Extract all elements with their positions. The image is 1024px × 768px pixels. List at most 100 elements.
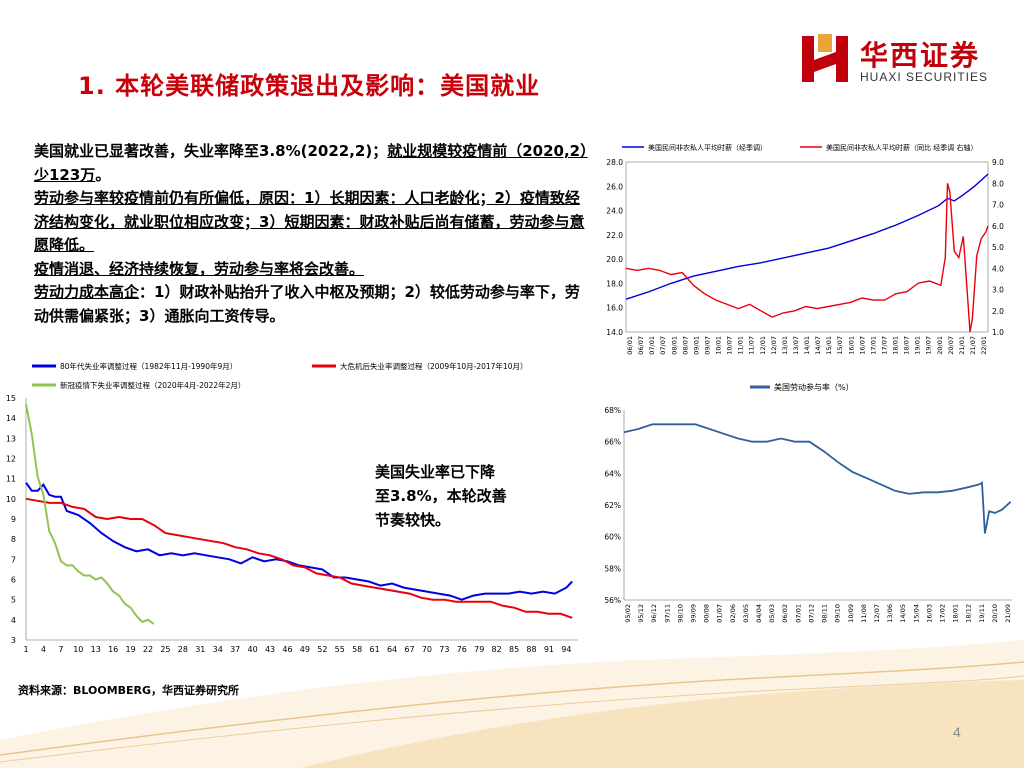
- x-tick-label: 10/07: [726, 336, 734, 355]
- x-tick-label: 07/07: [659, 336, 667, 355]
- x-tick-label: 96/12: [650, 604, 658, 623]
- x-tick-label: 02/06: [729, 604, 737, 623]
- y-left-tick-label: 20.0: [606, 255, 623, 264]
- x-tick-label: 31: [195, 645, 205, 654]
- x-tick-label: 22: [143, 645, 153, 654]
- x-tick-label: 40: [248, 645, 258, 654]
- x-tick-label: 13/01: [781, 336, 789, 355]
- y-tick-label: 60%: [604, 533, 621, 542]
- x-tick-label: 4: [41, 645, 46, 654]
- x-tick-label: 43: [265, 645, 275, 654]
- x-tick-label: 1: [23, 645, 28, 654]
- x-tick-label: 11/08: [860, 604, 868, 623]
- x-tick-label: 18/07: [903, 336, 911, 355]
- y-right-tick-label: 4.0: [992, 264, 1004, 273]
- summary-text: 美国就业已显著改善，失业率降至3.8%(2022,2)；就业规模较疫情前（202…: [34, 140, 589, 328]
- x-tick-label: 15/07: [836, 336, 844, 355]
- legend-label: 美国劳动参与率（%）: [774, 382, 854, 392]
- x-tick-label: 91: [544, 645, 554, 654]
- p1-part-c: 。: [95, 165, 111, 184]
- x-tick-label: 34: [213, 645, 223, 654]
- x-tick-label: 49: [300, 645, 310, 654]
- y-left-tick-label: 24.0: [606, 207, 623, 216]
- x-tick-label: 99/09: [690, 604, 698, 623]
- x-tick-label: 13/07: [792, 336, 800, 355]
- x-tick-label: 15/04: [912, 604, 920, 623]
- x-tick-label: 13: [91, 645, 101, 654]
- y-right-tick-label: 6.0: [992, 222, 1004, 231]
- series-line-earnings-yoy: [625, 183, 989, 333]
- y-tick-label: 12: [6, 455, 16, 464]
- y-tick-label: 10: [6, 495, 16, 504]
- page-number: 4: [953, 724, 961, 740]
- y-right-tick-label: 1.0: [992, 328, 1004, 337]
- annotation-line-2: 至3.8%，本轮改善: [375, 487, 507, 505]
- x-tick-label: 73: [439, 645, 449, 654]
- x-tick-label: 12/07: [770, 336, 778, 355]
- x-tick-label: 21/09: [1004, 604, 1012, 623]
- x-tick-label: 06/07: [637, 336, 645, 355]
- x-tick-label: 7: [58, 645, 63, 654]
- x-tick-label: 09/01: [692, 336, 700, 355]
- x-tick-label: 37: [230, 645, 240, 654]
- y-right-tick-label: 9.0: [992, 158, 1004, 167]
- y-tick-label: 14: [6, 414, 16, 423]
- x-tick-label: 15/01: [825, 336, 833, 355]
- x-tick-label: 11/07: [748, 336, 756, 355]
- x-tick-label: 17/02: [938, 604, 946, 623]
- y-right-tick-label: 8.0: [992, 179, 1004, 188]
- y-right-tick-label: 2.0: [992, 307, 1004, 316]
- x-tick-label: 52: [317, 645, 327, 654]
- y-left-tick-label: 16.0: [606, 304, 623, 313]
- x-tick-label: 55: [335, 645, 345, 654]
- x-tick-label: 16/01: [847, 336, 855, 355]
- y-tick-label: 13: [6, 434, 16, 443]
- x-tick-label: 04/04: [755, 604, 763, 623]
- x-tick-label: 98/10: [676, 604, 684, 623]
- x-tick-label: 20/07: [947, 336, 955, 355]
- y-left-tick-label: 26.0: [606, 182, 623, 191]
- lfpr-chart-svg: 美国劳动参与率（%） 68% 66% 64% 62% 60% 58% 56%95/02 95/1…: [604, 382, 1012, 623]
- paragraph-1: 美国就业已显著改善，失业率降至3.8%(2022,2)；就业规模较疫情前（202…: [34, 140, 589, 187]
- x-tick-label: 12/01: [759, 336, 767, 355]
- y-tick-label: 62%: [604, 501, 621, 510]
- x-tick-label: 14/01: [803, 336, 811, 355]
- y-tick-label: 56%: [604, 596, 621, 605]
- x-tick-label: 22/01: [980, 336, 988, 355]
- y-tick-label: 68%: [604, 406, 621, 415]
- y-right-tick-label: 3.0: [992, 286, 1004, 295]
- y-right-tick-label: 5.0: [992, 243, 1004, 252]
- y-tick-label: 8: [11, 535, 16, 544]
- x-tick-label: 14/07: [814, 336, 822, 355]
- x-tick-label: 05/03: [768, 604, 776, 623]
- x-tick-label: 21/07: [969, 336, 977, 355]
- y-tick-label: 64%: [604, 469, 621, 478]
- x-tick-label: 06/01: [626, 336, 634, 355]
- source-note: 资料来源：BLOOMBERG，华西证券研究所: [18, 684, 240, 697]
- y-tick-label: 11: [6, 475, 16, 484]
- legend-label-1: 大危机后失业率调整过程（2009年10月-2017年10月）: [340, 361, 527, 371]
- lfpr-chart: 美国劳动参与率（%） 68% 66% 64% 62% 60% 58% 56% 95/02 95/1…: [600, 380, 1020, 625]
- x-tick-label: 08/01: [670, 336, 678, 355]
- x-tick-label: 97/11: [663, 604, 671, 623]
- x-tick-label: 25: [160, 645, 170, 654]
- legend-label-2: 新冠疫情下失业率调整过程（2020年4月-2022年2月）: [60, 380, 245, 390]
- x-tick-label: 16: [108, 645, 118, 654]
- x-tick-label: 08/07: [681, 336, 689, 355]
- annotation-line-1: 美国失业率已下降: [375, 463, 496, 481]
- paragraph-3: 疫情消退、经济持续恢复，劳动参与率将会改善。: [34, 259, 365, 278]
- x-tick-label: 16/03: [925, 604, 933, 623]
- x-tick-label: 61: [370, 645, 380, 654]
- x-tick-label: 18/12: [965, 604, 973, 623]
- series-line-lfpr: [623, 423, 1012, 534]
- x-tick-label: 19/07: [925, 336, 933, 355]
- y-tick-label: 7: [11, 555, 16, 564]
- y-tick-label: 58%: [604, 564, 621, 573]
- huaxi-logo-icon: [802, 34, 848, 82]
- x-tick-label: 07/01: [648, 336, 656, 355]
- y-left-tick-label: 22.0: [606, 231, 623, 240]
- x-tick-label: 16/07: [858, 336, 866, 355]
- y-tick-label: 3: [11, 636, 16, 645]
- x-tick-label: 95/12: [637, 604, 645, 623]
- x-tick-label: 10/01: [715, 336, 723, 355]
